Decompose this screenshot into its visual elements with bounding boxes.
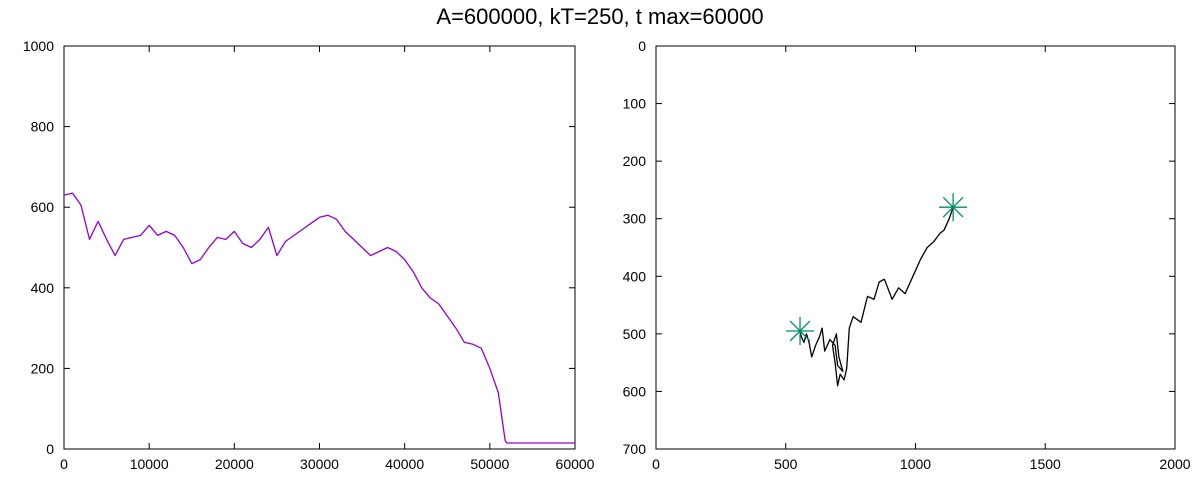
left-y-tick-label: 800 [31, 119, 55, 135]
left-x-tick-label: 60000 [556, 456, 595, 472]
right-x-tick-label: 0 [652, 456, 660, 472]
left-x-tick-label: 40000 [385, 456, 424, 472]
right-x-tick-label: 2000 [1159, 456, 1190, 472]
right-star-marker [786, 316, 815, 345]
right-star-stroke [789, 320, 811, 342]
right-y-tick-label: 500 [623, 326, 647, 342]
right-star-marker [939, 193, 968, 222]
right-x-tick-label: 1000 [900, 456, 931, 472]
right-plot-frame [655, 45, 1176, 450]
left-y-tick-label: 400 [31, 280, 55, 296]
right-x-tick-label: 500 [774, 456, 798, 472]
right-y-tick-label: 400 [623, 268, 647, 284]
right-y-tick-label: 600 [623, 383, 647, 399]
left-x-tick-label: 0 [60, 456, 68, 472]
left-y-tick-label: 0 [46, 441, 54, 457]
right-y-tick-label: 100 [623, 96, 647, 112]
right-star-stroke [942, 196, 964, 218]
left-series-line [63, 192, 575, 444]
right-series-line [799, 206, 954, 387]
right-x-tick-label: 1500 [1030, 456, 1061, 472]
left-x-tick-label: 10000 [130, 456, 169, 472]
left-chart: 0 10000 20000 30000 40000 50000 60000 0 200 400 60… [23, 38, 595, 472]
right-y-tick-label: 200 [623, 153, 647, 169]
left-y-tick-label: 600 [31, 199, 55, 215]
right-y-tick-label: 300 [623, 211, 647, 227]
left-y-tick-label: 200 [31, 360, 55, 376]
left-y-tick-label: 1000 [23, 38, 54, 54]
left-x-tick-label: 50000 [470, 456, 509, 472]
figure-title: A=600000, kT=250, t max=60000 [436, 4, 764, 29]
left-x-tick-label: 30000 [300, 456, 339, 472]
right-y-tick-label: 0 [638, 38, 646, 54]
right-y-tick-label: 700 [623, 441, 647, 457]
right-chart: 0 500 1000 1500 2000 0 100 200 300 400 500 600 700 [623, 38, 1191, 472]
left-plot-frame [63, 45, 576, 450]
left-x-tick-label: 20000 [215, 456, 254, 472]
